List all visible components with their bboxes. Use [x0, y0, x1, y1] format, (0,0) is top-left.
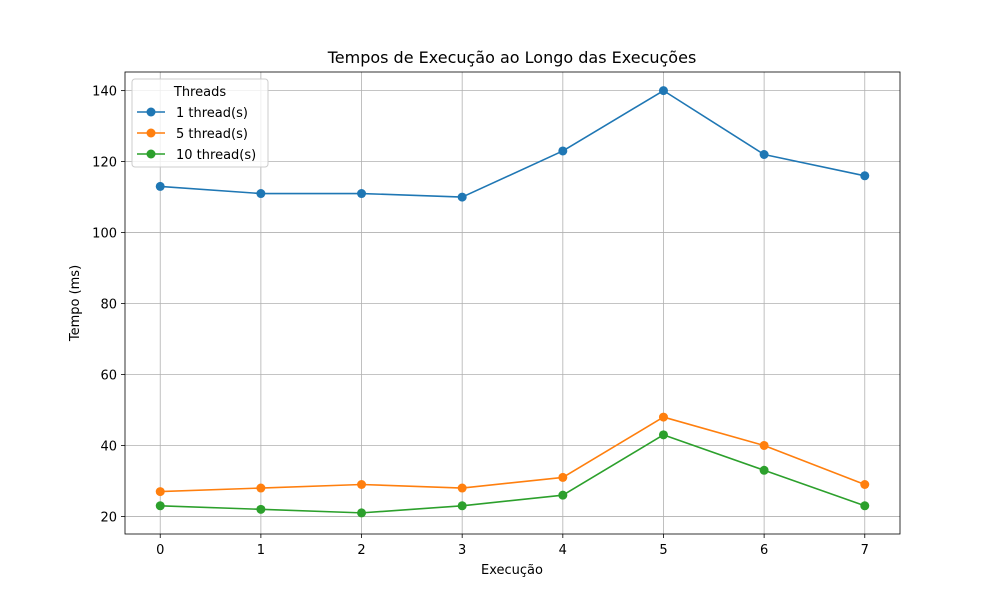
y-tick-label: 40 — [100, 439, 117, 454]
x-tick-label: 7 — [861, 543, 869, 558]
legend-item: 5 thread(s) — [137, 127, 248, 142]
x-tick-label: 4 — [559, 543, 567, 558]
y-tick-label: 100 — [92, 227, 117, 242]
data-point — [658, 430, 668, 440]
legend-marker — [146, 128, 156, 138]
x-axis-label: Execução — [481, 563, 543, 578]
data-point — [155, 181, 165, 191]
y-axis-label: Tempo (ms) — [68, 265, 83, 342]
data-point — [759, 150, 769, 159]
data-point — [558, 472, 568, 482]
data-point — [155, 501, 165, 511]
data-point — [357, 189, 367, 199]
x-tick-label: 2 — [357, 543, 365, 558]
series-line — [159, 416, 866, 493]
data-point — [860, 501, 870, 511]
series-2 — [155, 412, 870, 497]
data-point — [357, 480, 367, 489]
legend-items: 1 thread(s) 5 thread(s) 10 thread(s) — [137, 106, 256, 163]
data-point — [860, 480, 870, 489]
data-point — [860, 171, 870, 181]
data-point — [558, 490, 568, 500]
series-line — [159, 89, 866, 198]
data-point — [256, 189, 266, 199]
data-point — [759, 440, 769, 450]
x-tick-label: 6 — [760, 543, 768, 558]
data-point — [558, 146, 568, 156]
y-tick-label: 140 — [92, 85, 117, 100]
x-tick-label: 0 — [156, 543, 164, 558]
legend-label: 10 thread(s) — [176, 148, 256, 163]
data-point — [256, 483, 266, 493]
legend-marker — [146, 107, 156, 117]
y-tick-label: 80 — [100, 298, 117, 313]
x-tick-label: 1 — [257, 543, 265, 558]
data-point — [357, 508, 367, 518]
plot-frame — [124, 71, 901, 535]
y-tick-label: 120 — [92, 156, 117, 171]
legend-label: 5 thread(s) — [176, 127, 248, 142]
data-point — [457, 483, 467, 493]
legend-label: 1 thread(s) — [176, 106, 248, 121]
grid — [125, 72, 900, 534]
legend-item: 10 thread(s) — [137, 148, 256, 163]
legend-marker — [146, 149, 156, 159]
data-point — [457, 192, 467, 202]
y-tick-label: 20 — [100, 510, 117, 525]
data-point — [759, 465, 769, 475]
series-3 — [155, 430, 870, 518]
legend-item: 1 thread(s) — [137, 106, 248, 121]
chart-title: Tempos de Execução ao Longo das Execuçõe… — [327, 48, 697, 67]
axis-ticks: 0 1 2 3 4 5 6 7 20 40 60 80 100 120 140 — [92, 85, 869, 558]
data-point — [155, 487, 165, 497]
data-point — [658, 86, 668, 96]
series-1 — [155, 86, 870, 202]
y-tick-label: 60 — [100, 369, 117, 384]
series-line — [159, 434, 866, 514]
legend-title: Threads — [173, 85, 226, 100]
x-tick-label: 3 — [458, 543, 466, 558]
series-layer — [155, 86, 870, 518]
data-point — [457, 501, 467, 511]
legend: Threads 1 thread(s) 5 thread(s) 10 thread(… — [131, 78, 269, 168]
data-point — [658, 412, 668, 422]
data-point — [256, 504, 266, 514]
x-tick-label: 5 — [659, 543, 667, 558]
legend-box — [131, 78, 269, 168]
